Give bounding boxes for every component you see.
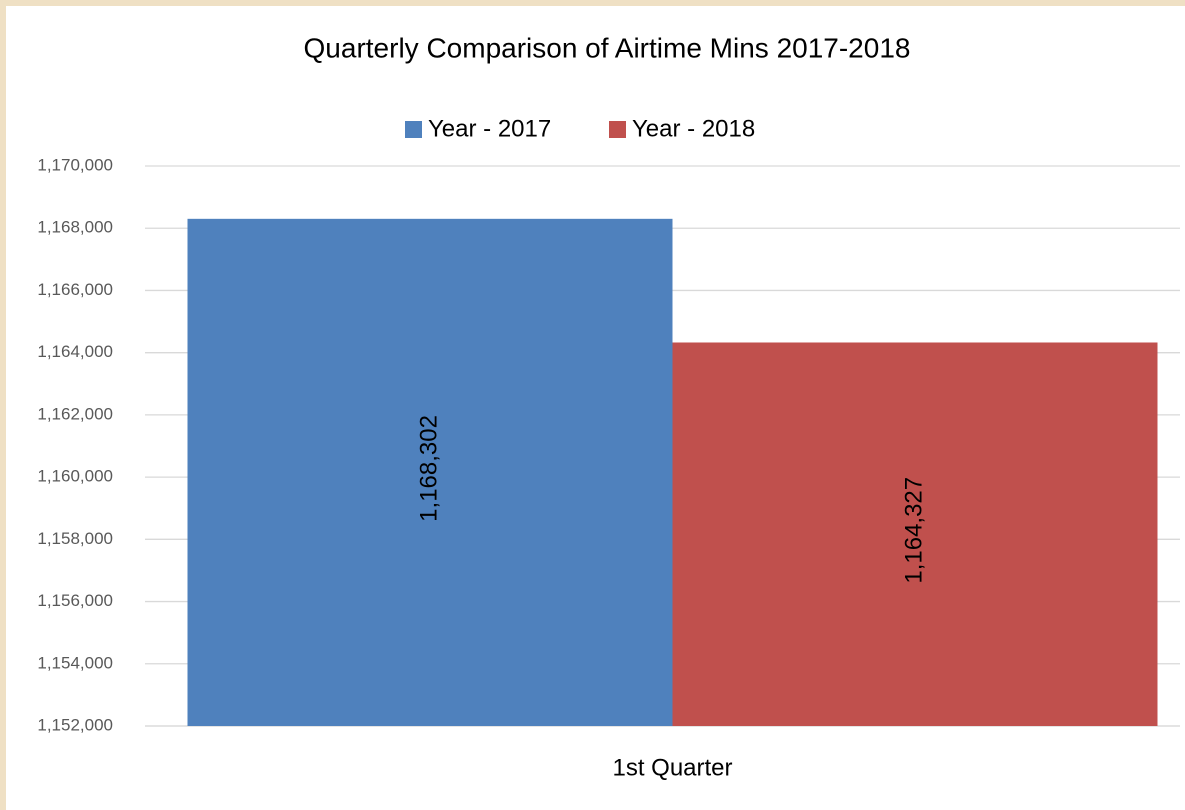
x-tick-label: 1st Quarter — [612, 754, 732, 781]
y-tick-label: 1,156,000 — [37, 591, 113, 610]
bar — [187, 218, 673, 726]
y-tick-label: 1,160,000 — [37, 467, 113, 486]
y-tick-label: 1,164,000 — [37, 342, 113, 361]
bar — [672, 342, 1158, 726]
y-tick-label: 1,158,000 — [37, 529, 113, 548]
data-label: 1,164,327 — [900, 477, 927, 584]
y-tick-label: 1,154,000 — [37, 653, 113, 672]
legend-label: Year - 2017 — [428, 115, 551, 142]
legend-swatch — [609, 121, 626, 138]
y-tick-label: 1,170,000 — [37, 155, 113, 174]
legend-label: Year - 2018 — [632, 115, 755, 142]
y-tick-label: 1,162,000 — [37, 404, 113, 423]
legend-swatch — [405, 121, 422, 138]
chart-title: Quarterly Comparison of Airtime Mins 201… — [304, 32, 911, 63]
data-label: 1,168,302 — [415, 415, 442, 522]
y-tick-label: 1,152,000 — [37, 715, 113, 734]
y-tick-label: 1,166,000 — [37, 280, 113, 299]
y-tick-label: 1,168,000 — [37, 218, 113, 237]
